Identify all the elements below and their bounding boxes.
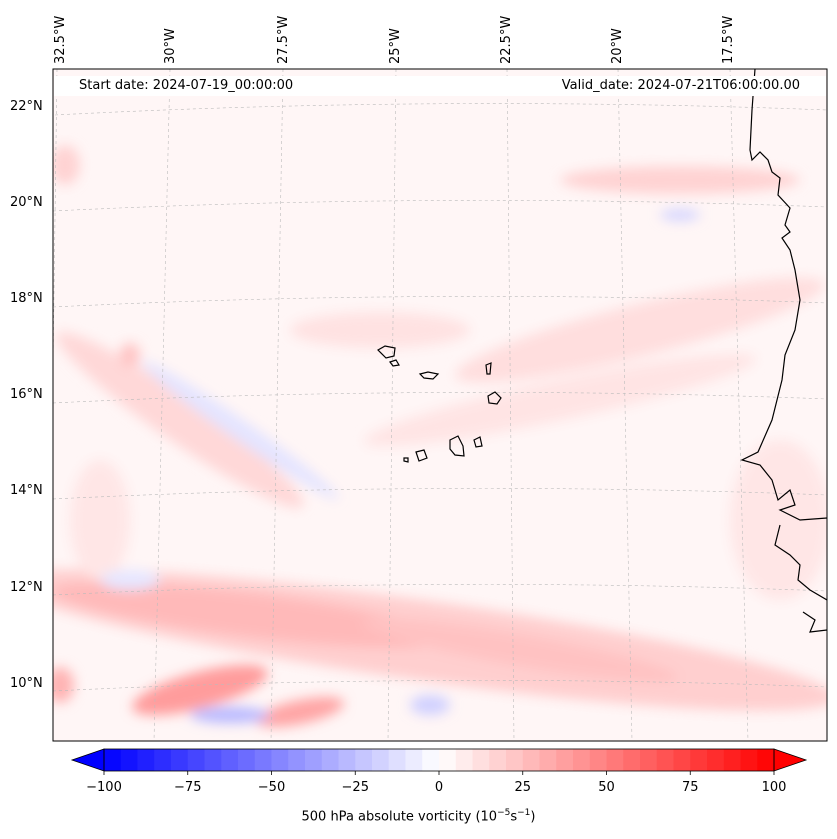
colorbar-step — [640, 749, 658, 771]
colorbar-tick-label: 25 — [514, 780, 532, 795]
colorbar-step — [321, 749, 339, 771]
lon-label-20: 20°W — [610, 28, 625, 64]
colorbar-tick-label: 75 — [681, 780, 699, 795]
colorbar-step — [455, 749, 473, 771]
colorbar-label-end: ) — [530, 809, 536, 825]
colorbar-step — [757, 749, 775, 771]
colorbar-tick-label: 100 — [761, 780, 787, 795]
lat-label-12: 12°N — [10, 580, 43, 595]
lat-label-10: 10°N — [10, 676, 43, 691]
lat-label-18: 18°N — [10, 291, 43, 306]
colorbar-step — [556, 749, 574, 771]
colorbar-step — [254, 749, 272, 771]
colorbar-step — [539, 749, 557, 771]
colorbar-label: 500 hPa absolute vorticity (10−5s−1) — [0, 808, 837, 824]
colorbar-step — [422, 749, 440, 771]
colorbar-step — [120, 749, 138, 771]
colorbar-step — [506, 749, 524, 771]
lon-label-30: 30°W — [163, 28, 178, 64]
colorbar-tick-label: −25 — [341, 780, 369, 795]
colorbar — [70, 748, 808, 775]
colorbar-step — [288, 749, 306, 771]
colorbar-tick-label: −75 — [174, 780, 202, 795]
info-bar — [54, 76, 826, 96]
colorbar-step — [690, 749, 708, 771]
lon-label-17-5: 17.5°W — [721, 15, 736, 64]
colorbar-step — [221, 749, 239, 771]
colorbar-step — [606, 749, 624, 771]
colorbar-step — [137, 749, 155, 771]
colorbar-tick-label: 50 — [598, 780, 615, 795]
colorbar-label-mid: s — [510, 809, 518, 825]
colorbar-step — [656, 749, 674, 771]
coastline — [377, 69, 827, 633]
graticule — [53, 69, 827, 741]
map-frame — [52, 68, 828, 742]
lat-label-14: 14°N — [10, 483, 43, 498]
colorbar-step — [472, 749, 490, 771]
colorbar-step — [187, 749, 205, 771]
colorbar-step — [171, 749, 189, 771]
lon-label-22-5: 22.5°W — [499, 15, 514, 64]
colorbar-step — [104, 749, 122, 771]
colorbar-step — [522, 749, 540, 771]
colorbar-step — [204, 749, 222, 771]
colorbar-high-extend — [773, 748, 808, 772]
vorticity-field — [53, 145, 827, 728]
colorbar-label-text: 500 hPa absolute vorticity (10 — [301, 809, 498, 825]
colorbar-step — [573, 749, 591, 771]
colorbar-step — [305, 749, 323, 771]
colorbar-step — [154, 749, 172, 771]
valid-date: Valid_date: 2024-07-21T06:00:00.00 — [561, 78, 800, 93]
colorbar-step — [388, 749, 406, 771]
colorbar-tick-label: −50 — [257, 780, 286, 795]
colorbar-tick-label: −100 — [86, 780, 122, 795]
colorbar-step — [338, 749, 356, 771]
colorbar-label-exp1: −5 — [497, 808, 511, 818]
colorbar-step — [271, 749, 289, 771]
colorbar-step — [707, 749, 725, 771]
colorbar-tick-label: 0 — [434, 780, 444, 795]
colorbar-step — [723, 749, 741, 771]
colorbar-step — [238, 749, 256, 771]
lat-label-22: 22°N — [10, 99, 43, 114]
colorbar-step — [405, 749, 423, 771]
lat-label-16: 16°N — [10, 387, 43, 402]
start-date: Start date: 2024-07-19_00:00:00 — [79, 78, 294, 93]
colorbar-step — [439, 749, 457, 771]
colorbar-step — [623, 749, 641, 771]
colorbar-step — [740, 749, 758, 771]
colorbar-step — [355, 749, 373, 771]
colorbar-step — [589, 749, 607, 771]
colorbar-step — [673, 749, 691, 771]
lon-label-25: 25°W — [388, 28, 403, 64]
colorbar-step — [372, 749, 390, 771]
lon-label-27-5: 27.5°W — [276, 15, 291, 64]
colorbar-step — [489, 749, 507, 771]
colorbar-label-exp2: −1 — [517, 808, 531, 818]
lat-label-20: 20°N — [10, 195, 43, 210]
colorbar-low-extend — [70, 748, 105, 772]
lon-label-32-5: 32.5°W — [53, 15, 68, 64]
